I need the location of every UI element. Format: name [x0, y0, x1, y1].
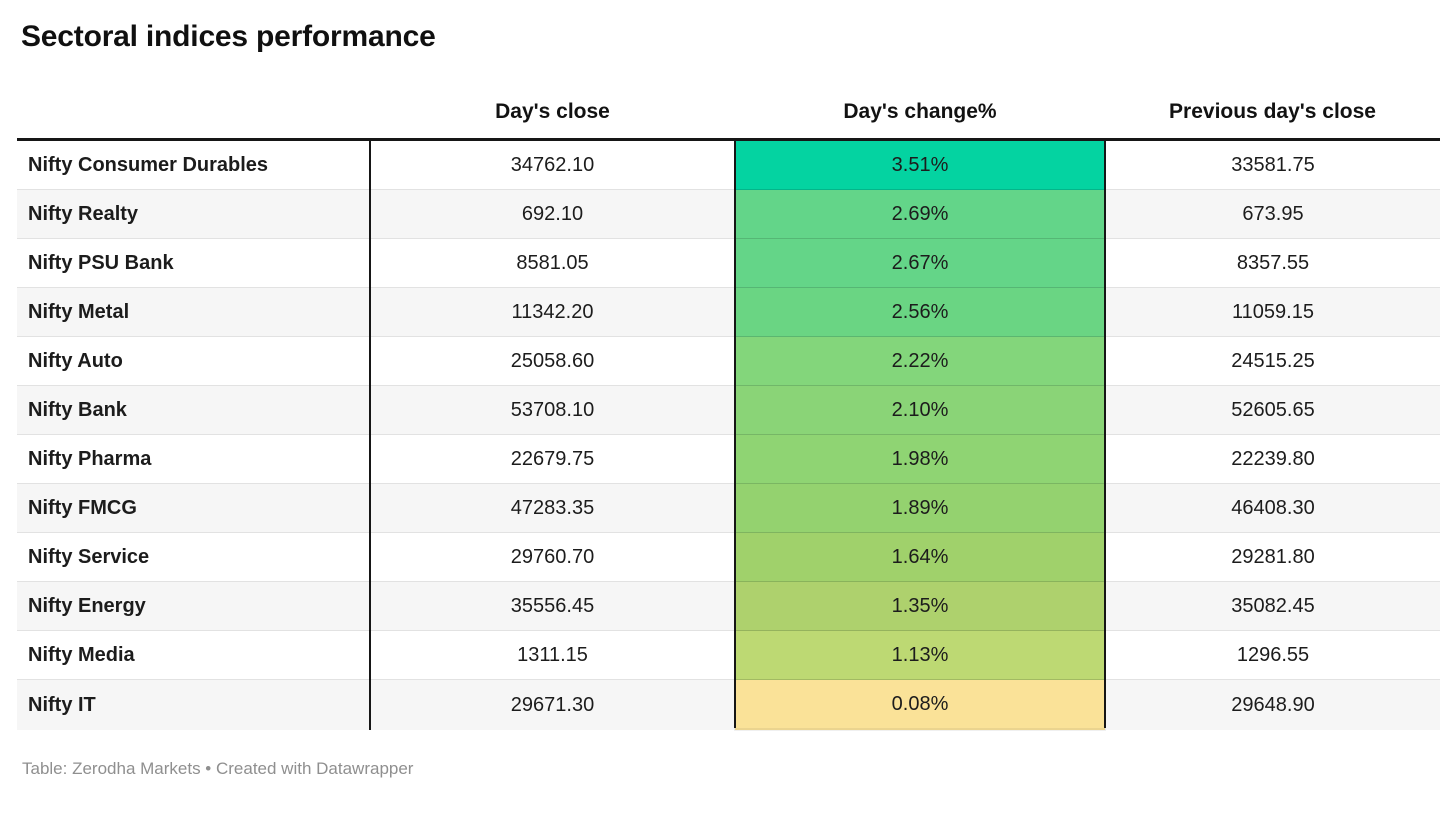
days-change-cell: 1.89%: [734, 483, 1106, 533]
days-change-cell: 1.35%: [734, 581, 1106, 631]
table-body: Nifty Consumer Durables 34762.10 3.51% 3358…: [17, 139, 1440, 731]
index-name-cell: Nifty FMCG: [17, 483, 371, 533]
days-close-cell: 1311.15: [370, 630, 735, 680]
table-row: Nifty Metal 11342.20 2.56% 11059.15: [17, 287, 1440, 337]
table-row: Nifty Service 29760.70 1.64% 29281.80: [17, 532, 1440, 582]
prev-close-cell: 35082.45: [1105, 581, 1440, 631]
days-change-cell: 1.98%: [734, 434, 1106, 484]
prev-close-cell: 673.95: [1105, 189, 1440, 239]
index-name-cell: Nifty Media: [17, 630, 371, 680]
table-row: Nifty Bank 53708.10 2.10% 52605.65: [17, 385, 1440, 435]
index-name-cell: Nifty Energy: [17, 581, 371, 631]
days-change-cell: 2.10%: [734, 385, 1106, 435]
index-name-cell: Nifty Metal: [17, 287, 371, 337]
col-header-days-close: Day's close: [370, 54, 735, 141]
days-close-cell: 53708.10: [370, 385, 735, 435]
table-row: Nifty Auto 25058.60 2.22% 24515.25: [17, 336, 1440, 386]
prev-close-cell: 11059.15: [1105, 287, 1440, 337]
col-header-previous-days-close: Previous day's close: [1105, 54, 1440, 141]
days-change-cell: 0.08%: [734, 679, 1106, 731]
index-name-cell: Nifty Auto: [17, 336, 371, 386]
prev-close-cell: 22239.80: [1105, 434, 1440, 484]
prev-close-cell: 1296.55: [1105, 630, 1440, 680]
table-row: Nifty IT 29671.30 0.08% 29648.90: [17, 679, 1440, 731]
days-close-cell: 35556.45: [370, 581, 735, 631]
index-name-cell: Nifty PSU Bank: [17, 238, 371, 288]
days-close-cell: 25058.60: [370, 336, 735, 386]
table-attribution: Table: Zerodha Markets • Created with Da…: [22, 759, 414, 778]
table-row: Nifty FMCG 47283.35 1.89% 46408.30: [17, 483, 1440, 533]
days-close-cell: 11342.20: [370, 287, 735, 337]
days-change-cell: 2.56%: [734, 287, 1106, 337]
days-close-cell: 8581.05: [370, 238, 735, 288]
index-name-cell: Nifty Service: [17, 532, 371, 582]
days-close-cell: 22679.75: [370, 434, 735, 484]
page: Sectoral indices performance Day's close…: [17, 20, 1440, 778]
header-row: Day's close Day's change% Previous day's…: [17, 54, 1440, 141]
table-row: Nifty Media 1311.15 1.13% 1296.55: [17, 630, 1440, 680]
days-close-cell: 692.10: [370, 189, 735, 239]
col-header-days-change: Day's change%: [735, 54, 1105, 141]
days-close-cell: 29760.70: [370, 532, 735, 582]
days-change-cell: 2.67%: [734, 238, 1106, 288]
table-row: Nifty Energy 35556.45 1.35% 35082.45: [17, 581, 1440, 631]
prev-close-cell: 46408.30: [1105, 483, 1440, 533]
table-row: Nifty PSU Bank 8581.05 2.67% 8357.55: [17, 238, 1440, 288]
days-change-cell: 2.69%: [734, 189, 1106, 239]
days-change-cell: 1.13%: [734, 630, 1106, 680]
index-name-cell: Nifty Realty: [17, 189, 371, 239]
days-change-cell: 1.64%: [734, 532, 1106, 582]
table-header: Day's close Day's change% Previous day's…: [17, 54, 1440, 141]
prev-close-cell: 33581.75: [1105, 139, 1440, 190]
days-close-cell: 29671.30: [370, 679, 735, 730]
days-close-cell: 34762.10: [370, 139, 735, 190]
sectoral-indices-table: Day's close Day's change% Previous day's…: [17, 54, 1440, 731]
table-row: Nifty Pharma 22679.75 1.98% 22239.80: [17, 434, 1440, 484]
col-header-index: [17, 54, 370, 141]
table-row: Nifty Consumer Durables 34762.10 3.51% 3358…: [17, 139, 1440, 190]
index-name-cell: Nifty Consumer Durables: [17, 139, 371, 190]
days-change-cell: 2.22%: [734, 336, 1106, 386]
prev-close-cell: 29281.80: [1105, 532, 1440, 582]
table-row: Nifty Realty 692.10 2.69% 673.95: [17, 189, 1440, 239]
index-name-cell: Nifty Pharma: [17, 434, 371, 484]
index-name-cell: Nifty IT: [17, 679, 371, 730]
index-name-cell: Nifty Bank: [17, 385, 371, 435]
days-close-cell: 47283.35: [370, 483, 735, 533]
prev-close-cell: 29648.90: [1105, 679, 1440, 730]
page-title: Sectoral indices performance: [21, 20, 436, 53]
prev-close-cell: 52605.65: [1105, 385, 1440, 435]
prev-close-cell: 24515.25: [1105, 336, 1440, 386]
prev-close-cell: 8357.55: [1105, 238, 1440, 288]
days-change-cell: 3.51%: [734, 139, 1106, 190]
